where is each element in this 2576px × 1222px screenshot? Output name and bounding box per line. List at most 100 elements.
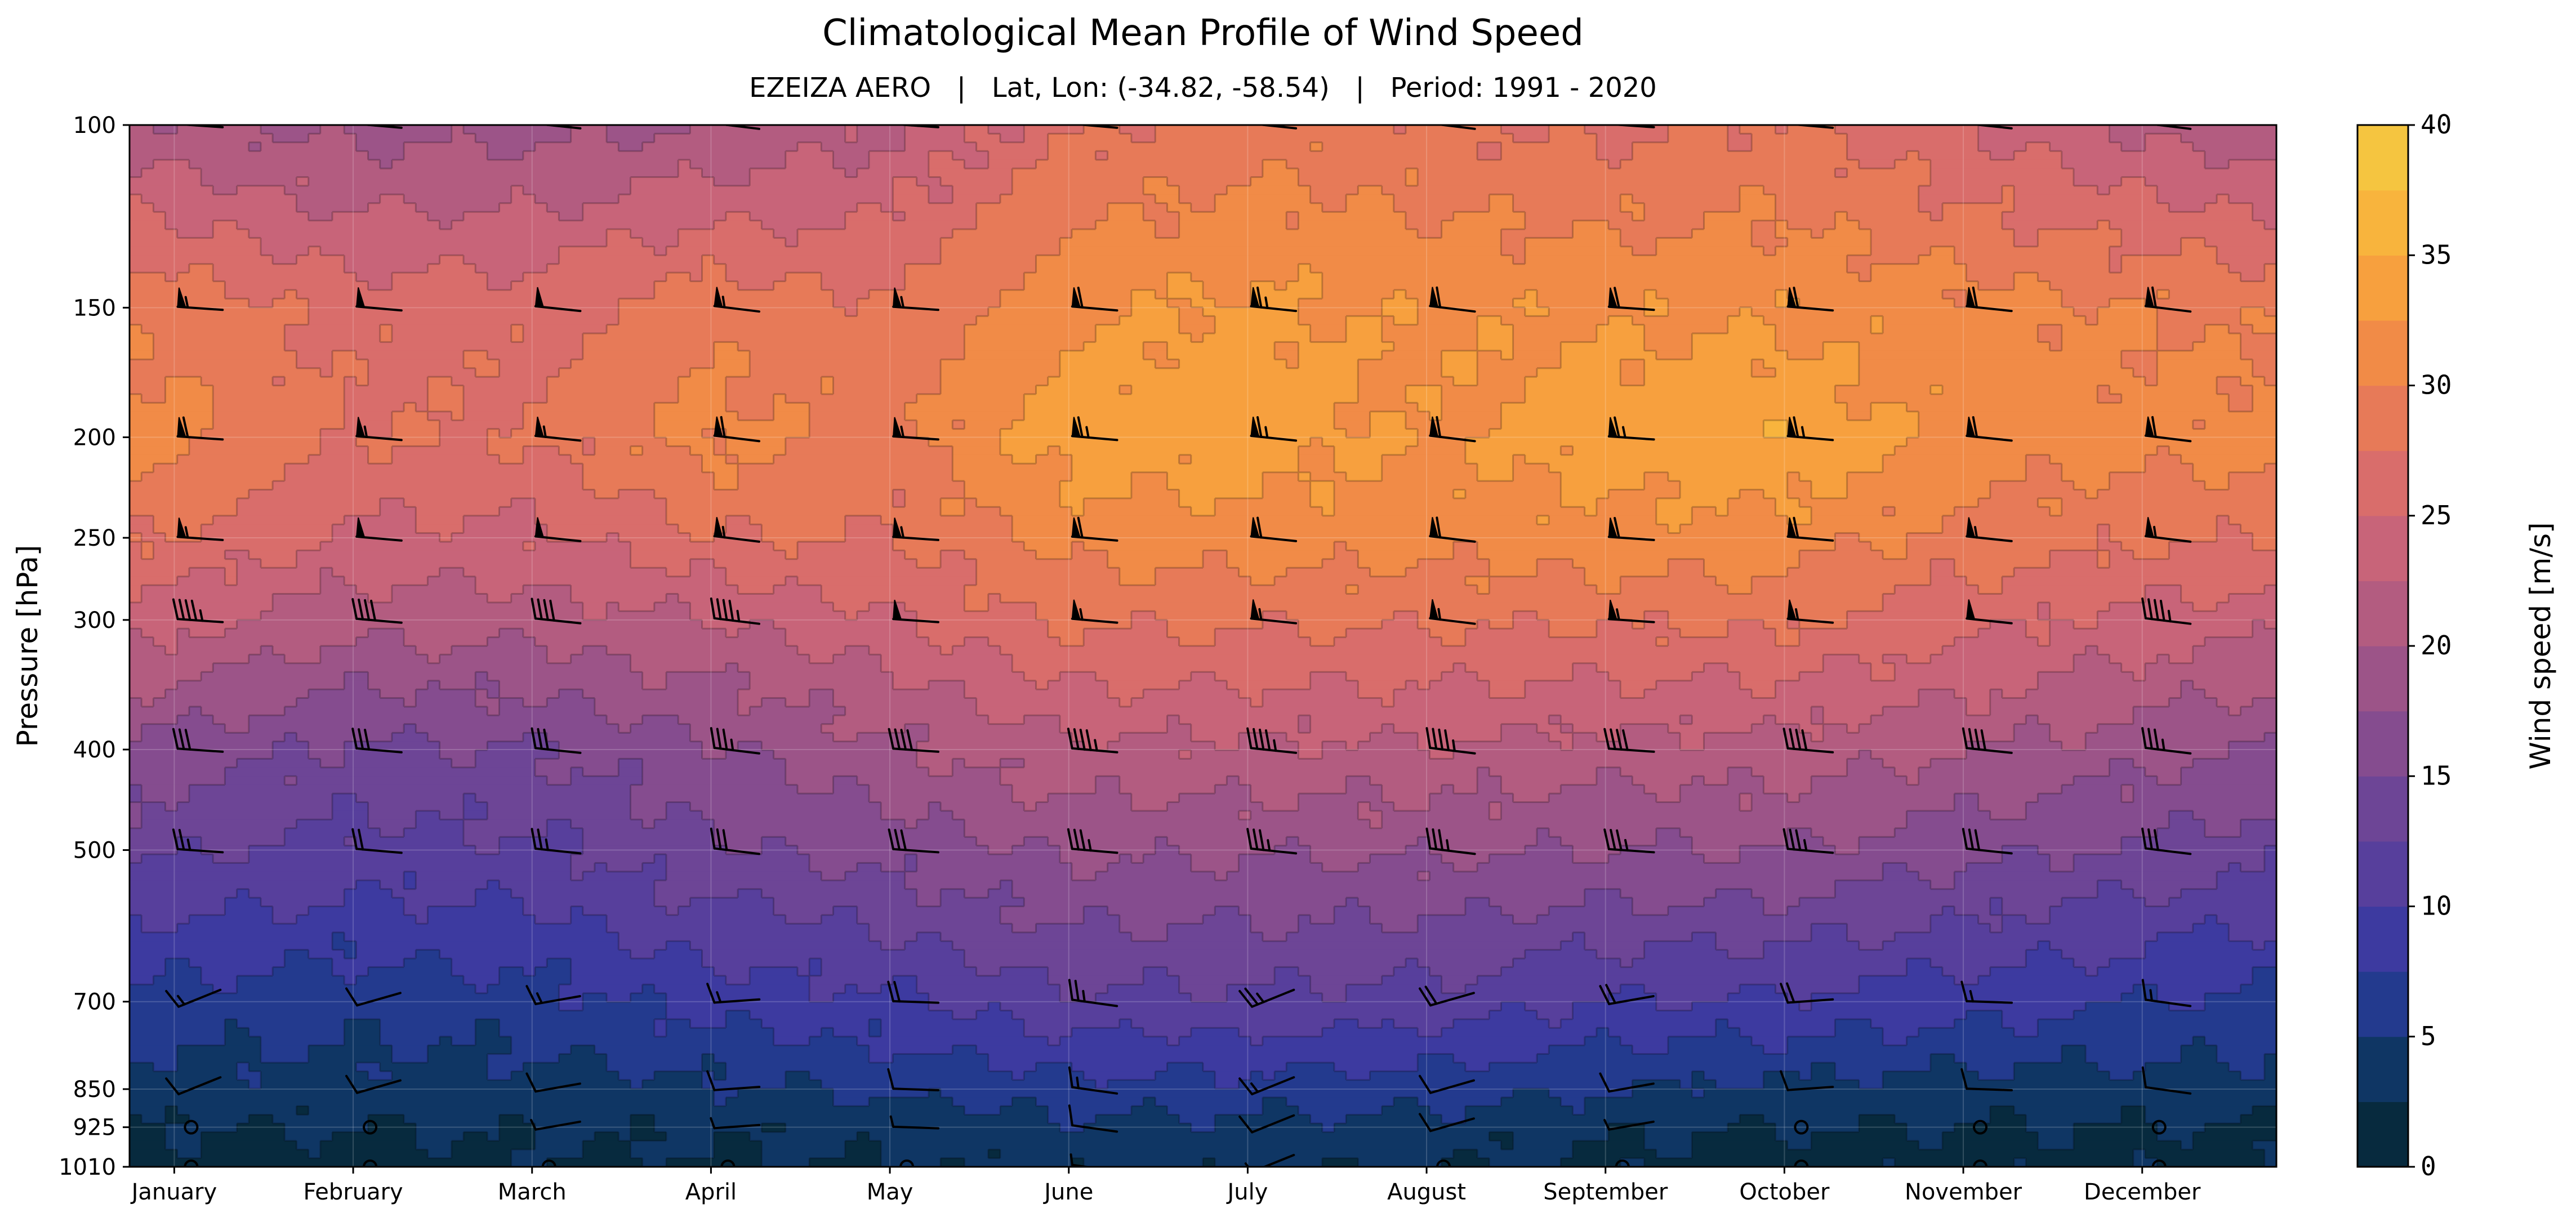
wind-barb — [1780, 1070, 1834, 1091]
wind-barb — [184, 1159, 199, 1167]
wind-barb — [1782, 728, 1834, 753]
colorbar-tick: 5 — [2408, 1021, 2436, 1051]
colorbar-tick-label: 5 — [2421, 1021, 2436, 1051]
wind-barb — [1607, 416, 1655, 441]
wind-barb — [1425, 727, 1476, 755]
y-tick: 700 — [73, 989, 130, 1015]
wind-barb — [1071, 287, 1118, 312]
wind-barb — [1615, 1159, 1630, 1167]
wind-barb — [165, 1076, 222, 1096]
colorbar-tick: 25 — [2408, 500, 2452, 530]
wind-barb — [710, 827, 760, 855]
y-tick-label: 925 — [73, 1115, 116, 1141]
y-tick: 1010 — [59, 1154, 130, 1180]
wind-barb — [1966, 517, 2013, 542]
wind-barb — [1429, 599, 1476, 625]
wind-barb — [1068, 979, 1118, 1007]
wind-barb — [1973, 1120, 1988, 1135]
colorbar-band — [2357, 1101, 2408, 1167]
x-tick-label: January — [130, 1179, 217, 1205]
wind-barb — [2144, 416, 2192, 443]
x-tick: December — [2084, 1167, 2201, 1205]
colorbar-band — [2357, 581, 2408, 646]
wind-barb — [351, 728, 403, 753]
wind-barb — [706, 1070, 761, 1091]
wind-barb — [710, 727, 760, 755]
wind-barb — [1969, 125, 2013, 130]
wind-barb — [538, 125, 582, 130]
x-tick-label: March — [498, 1179, 567, 1205]
x-tick: October — [1739, 1167, 1830, 1205]
wind-barb — [1419, 1074, 1475, 1094]
wind-barb — [525, 1072, 581, 1093]
wind-barb — [355, 517, 403, 542]
wind-barb — [713, 517, 760, 543]
wind-barb — [1966, 286, 2013, 313]
wind-barb — [1238, 1076, 1295, 1096]
wind-barb — [176, 518, 224, 541]
wind-barb — [710, 597, 760, 625]
wind-barb — [525, 985, 581, 1005]
wind-barb — [1786, 287, 1834, 312]
x-tick-label: May — [867, 1179, 913, 1205]
x-axis-ticks: January February March April May June July Augu… — [130, 1167, 2201, 1205]
colorbar-tick-label: 20 — [2421, 630, 2452, 661]
y-tick-label: 150 — [73, 295, 116, 321]
wind-barb — [1429, 516, 1476, 543]
wind-barb — [2141, 597, 2192, 625]
x-tick: November — [1905, 1167, 2022, 1205]
wind-barb — [172, 598, 224, 623]
y-tick-label: 250 — [73, 525, 116, 551]
colorbar-band — [2357, 646, 2408, 712]
colorbar-tick: 40 — [2408, 109, 2452, 140]
wind-barb — [1246, 828, 1298, 855]
wind-barb — [893, 125, 939, 128]
wind-barb — [1973, 1159, 1988, 1167]
x-tick-label: October — [1739, 1179, 1830, 1205]
wind-barb — [2141, 979, 2192, 1007]
wind-barb — [1786, 516, 1834, 542]
wind-barb — [1425, 827, 1476, 855]
colorbar-tick-label: 35 — [2421, 239, 2452, 270]
wind-barb — [1962, 727, 2013, 754]
wind-barb — [1780, 982, 1834, 1004]
x-tick: May — [867, 1167, 913, 1205]
wind-barb — [1250, 286, 1298, 313]
wind-barb — [892, 287, 939, 311]
y-tick-label: 700 — [73, 989, 116, 1015]
x-tick-label: November — [1905, 1179, 2022, 1205]
wind-barb — [1429, 286, 1476, 313]
x-tick-label: April — [685, 1179, 737, 1205]
x-tick: February — [303, 1167, 403, 1205]
wind-barb — [355, 417, 403, 441]
wind-barb — [1960, 980, 2013, 1004]
wind-barb — [534, 416, 582, 442]
wind-barb — [1599, 1072, 1655, 1093]
colorbar-tick-label: 25 — [2421, 500, 2452, 530]
y-tick: 300 — [73, 608, 130, 634]
wind-barb — [172, 828, 224, 854]
wind-barb — [1071, 416, 1118, 441]
y-tick-label: 400 — [73, 737, 116, 763]
wind-barb — [541, 1159, 556, 1167]
wind-barb — [1786, 599, 1834, 624]
y-tick-label: 850 — [73, 1077, 116, 1103]
wind-barb — [1246, 727, 1298, 754]
y-tick: 500 — [73, 838, 130, 864]
x-tick: September — [1543, 1167, 1668, 1205]
y-tick: 925 — [73, 1115, 130, 1141]
wind-barb — [1786, 416, 1834, 441]
colorbar-band — [2357, 125, 2408, 191]
wind-barb — [1238, 987, 1295, 1008]
wind-barb — [1068, 1066, 1118, 1095]
wind-barb — [1603, 828, 1655, 854]
wind-barb — [363, 1159, 378, 1167]
wind-barb — [2151, 1159, 2167, 1167]
colorbar-band — [2357, 906, 2408, 972]
wind-barb — [363, 1120, 378, 1135]
colorbar-tick: 20 — [2408, 630, 2452, 661]
wind-barb — [1607, 599, 1655, 623]
colorbar-tick-label: 15 — [2421, 760, 2452, 791]
y-tick: 100 — [73, 113, 130, 139]
wind-barb — [1966, 416, 2013, 442]
